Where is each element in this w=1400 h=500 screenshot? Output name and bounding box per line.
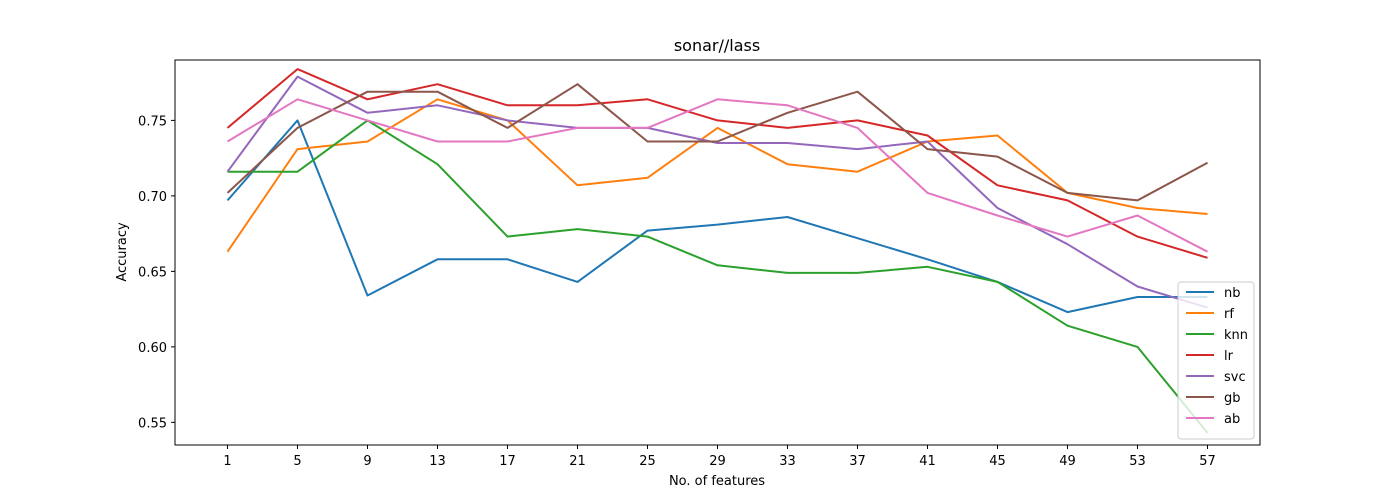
x-tick-label: 41 [919,454,936,469]
legend-label-nb: nb [1224,286,1241,301]
x-axis: 1 5 9 13 17 21 25 29 33 37 41 45 49 53 57 [223,445,1216,469]
x-tick-label: 9 [363,454,371,469]
x-tick-label: 21 [569,454,586,469]
x-tick-label: 49 [1059,454,1076,469]
x-tick-label: 33 [779,454,796,469]
x-tick-label: 5 [293,454,301,469]
legend-label-ab: ab [1224,412,1240,427]
series-line-lr [226,68,1208,259]
legend-label-svc: svc [1224,370,1246,385]
x-tick-label: 45 [989,454,1006,469]
legend: nb rf knn lr svc gb ab [1177,281,1255,440]
x-tick-label: 53 [1129,454,1146,469]
y-axis-label: Accuracy [115,222,130,282]
plot-lines [226,68,1209,434]
legend-box [1177,281,1255,440]
y-axis: 0.55 0.60 0.65 0.70 0.75 [138,114,175,431]
x-tick-label: 1 [223,454,231,469]
y-tick-label: 0.65 [138,265,167,280]
chart-title: sonar//lass [674,36,760,55]
legend-label-rf: rf [1224,307,1234,322]
series-line-nb [226,119,1208,314]
y-tick-label: 0.75 [138,114,167,129]
series-line-gb [226,83,1208,202]
y-tick-label: 0.70 [138,190,167,205]
y-tick-label: 0.55 [138,416,167,431]
x-tick-label: 57 [1199,454,1216,469]
x-tick-label: 29 [709,454,726,469]
x-tick-label: 13 [429,454,446,469]
y-tick-label: 0.60 [138,341,167,356]
x-tick-label: 25 [639,454,656,469]
legend-label-gb: gb [1224,391,1241,406]
series-line-knn [227,119,1209,434]
legend-label-lr: lr [1224,349,1234,364]
series-line-ab [226,98,1208,253]
legend-label-knn: knn [1224,328,1248,343]
series-line-svc [226,75,1208,309]
x-axis-label: No. of features [669,474,765,489]
x-tick-label: 17 [499,454,516,469]
x-tick-label: 37 [849,454,866,469]
